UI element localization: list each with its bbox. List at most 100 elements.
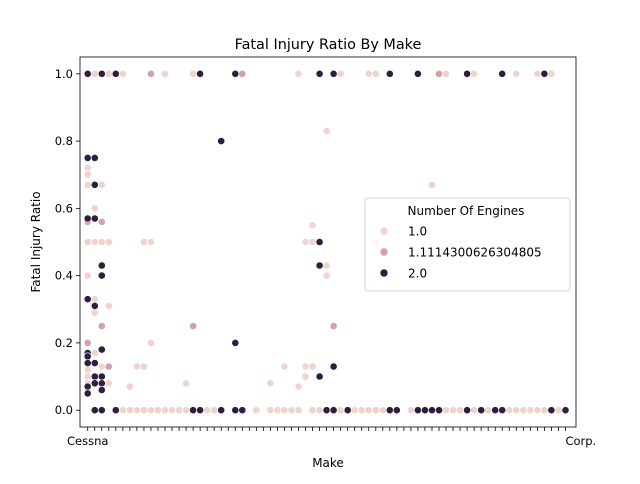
- data-point: [308, 406, 317, 415]
- data-point: [322, 271, 331, 280]
- data-point: [83, 382, 92, 391]
- data-point: [301, 372, 310, 381]
- data-point: [97, 180, 106, 189]
- y-axis-ticks: 0.0 0.2 0.4 0.6 0.8 1.0: [55, 67, 80, 417]
- data-point: [231, 69, 240, 78]
- data-point: [280, 406, 289, 415]
- data-point: [238, 406, 247, 415]
- data-point: [189, 322, 197, 330]
- data-point: [364, 69, 373, 78]
- data-point: [90, 238, 99, 246]
- data-point: [83, 238, 92, 246]
- data-point: [90, 406, 99, 415]
- data-point: [189, 406, 197, 415]
- data-point: [357, 406, 366, 415]
- data-point: [512, 69, 521, 78]
- y-tick-label: 1.0: [55, 67, 73, 81]
- data-point: [125, 382, 134, 391]
- data-point: [83, 170, 92, 179]
- data-point: [519, 406, 528, 415]
- data-point: [533, 69, 542, 78]
- data-point: [287, 406, 296, 415]
- legend-title: Number Of Engines: [408, 204, 525, 218]
- data-point: [104, 69, 113, 78]
- data-point: [154, 406, 162, 415]
- x-axis-ticks: Cessna Corp.: [67, 427, 596, 448]
- data-point: [147, 338, 155, 347]
- y-tick-label: 0.0: [55, 403, 73, 417]
- data-point: [491, 406, 500, 415]
- data-point: [385, 406, 394, 415]
- data-point: [111, 69, 120, 78]
- data-point: [182, 406, 190, 415]
- data-point: [182, 379, 190, 388]
- data-point: [547, 69, 556, 78]
- data-point: [231, 406, 240, 415]
- data-point: [371, 69, 380, 78]
- data-point: [90, 379, 99, 388]
- data-point: [132, 362, 141, 371]
- data-point: [83, 295, 92, 304]
- data-point: [322, 127, 331, 135]
- data-point: [238, 69, 247, 78]
- data-point: [90, 301, 99, 310]
- legend-marker: [379, 247, 389, 257]
- legend-box: [364, 197, 571, 292]
- data-point: [463, 69, 471, 78]
- data-point: [442, 406, 450, 415]
- data-point: [512, 406, 521, 415]
- data-point: [329, 406, 338, 415]
- data-point: [266, 379, 275, 388]
- data-point: [210, 406, 219, 415]
- data-point: [139, 362, 148, 371]
- data-point: [83, 153, 92, 162]
- data-point: [273, 406, 282, 415]
- x-axis-label: Make: [312, 456, 344, 470]
- data-point: [477, 406, 486, 415]
- data-point: [147, 406, 155, 415]
- data-point: [90, 180, 99, 189]
- data-point: [540, 406, 549, 415]
- data-point: [406, 406, 415, 415]
- legend-marker: [379, 268, 389, 278]
- y-axis-label: Fatal Injury Ratio: [29, 191, 43, 292]
- data-point: [350, 406, 359, 415]
- data-point: [217, 137, 226, 145]
- data-point: [435, 406, 443, 415]
- data-point: [90, 204, 99, 213]
- data-point: [83, 214, 92, 223]
- data-point: [294, 382, 303, 391]
- legend-marker: [379, 226, 389, 236]
- data-point: [119, 69, 127, 78]
- x-tick-label: Cessna: [67, 434, 108, 448]
- data-point: [484, 406, 493, 415]
- data-point: [90, 308, 99, 317]
- data-point: [104, 379, 113, 388]
- data-point: [83, 69, 92, 78]
- data-point: [125, 406, 134, 415]
- data-point: [329, 69, 338, 78]
- data-point: [413, 406, 422, 415]
- y-tick-label: 0.2: [55, 336, 73, 350]
- data-point: [90, 69, 99, 78]
- data-point: [470, 406, 478, 415]
- data-point: [329, 362, 338, 371]
- data-point: [83, 271, 92, 280]
- data-point: [371, 406, 380, 415]
- data-point: [83, 389, 92, 398]
- data-point: [139, 238, 148, 246]
- data-point: [449, 406, 457, 415]
- data-point: [90, 214, 99, 223]
- data-point: [308, 238, 317, 246]
- data-point: [385, 69, 394, 78]
- data-point: [97, 217, 106, 226]
- data-point: [280, 362, 289, 371]
- data-point: [83, 359, 92, 367]
- data-point: [498, 69, 507, 78]
- data-point: [231, 338, 240, 347]
- legend: Number Of Engines 1.0 1.1114300626304805 2…: [364, 197, 571, 292]
- data-point: [266, 406, 275, 415]
- data-point: [294, 69, 303, 78]
- data-point: [196, 69, 204, 78]
